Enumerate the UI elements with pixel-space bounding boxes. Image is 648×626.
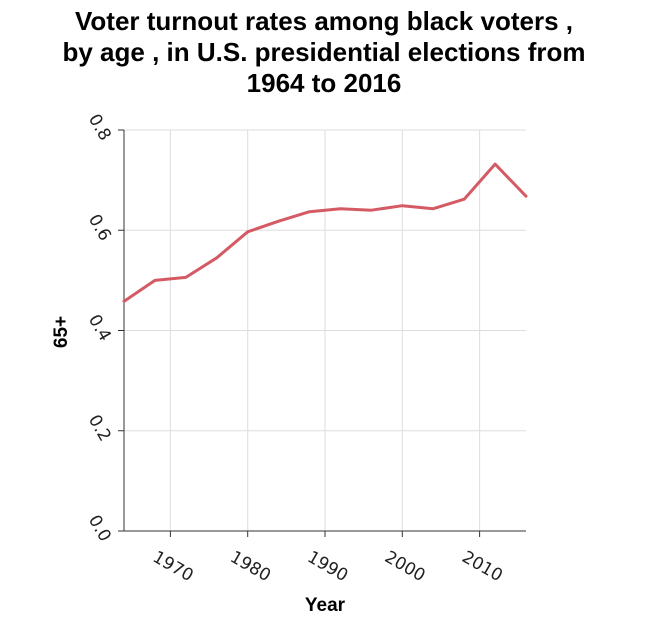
x-tick-label: 2000	[381, 547, 428, 586]
chart-title-line-2: by age , in U.S. presidential elections …	[62, 37, 586, 67]
x-tick-label: 1980	[226, 547, 273, 586]
y-tick-label: 0.4	[84, 311, 115, 344]
y-tick-labels: 0.0 0.2 0.4 0.6 0.8	[84, 111, 115, 545]
gridlines	[124, 129, 526, 532]
x-tick-label: 1970	[149, 547, 196, 586]
axes	[118, 129, 526, 537]
chart-title: Voter turnout rates among black voters ,…	[0, 6, 648, 99]
x-tick-label: 1990	[304, 547, 351, 586]
series-layer	[122, 162, 528, 303]
series-line	[122, 162, 528, 303]
y-axis-label: 65+	[51, 316, 72, 348]
chart-title-line-1: Voter turnout rates among black voters ,	[75, 6, 573, 36]
y-tick-label: 0.6	[84, 211, 115, 244]
x-axis-label: Year	[305, 595, 346, 616]
x-tick-label: 2010	[458, 547, 505, 586]
y-tick-label: 0.0	[84, 512, 115, 545]
y-tick-label: 0.8	[84, 111, 115, 144]
x-tick-labels: 1970 1980 1990 2000 2010	[149, 547, 506, 586]
chart-title-line-3: 1964 to 2016	[246, 68, 402, 98]
y-tick-label: 0.2	[84, 412, 115, 445]
